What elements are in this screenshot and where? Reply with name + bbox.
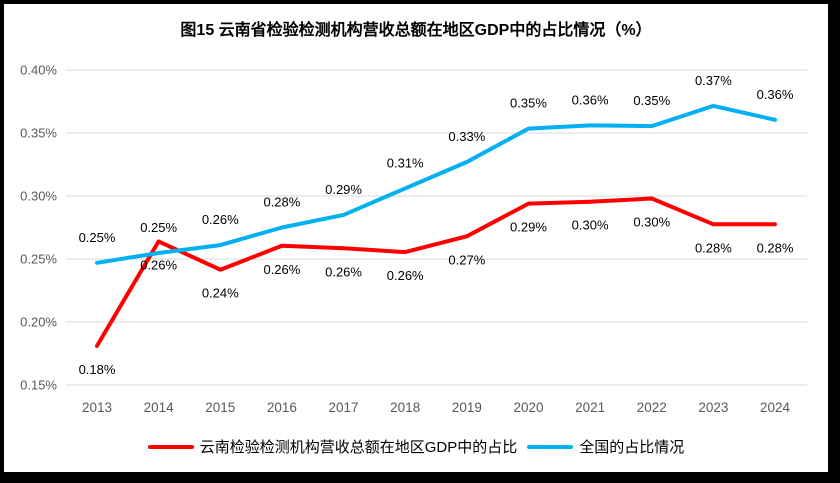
national-data-label: 0.33% [448,129,485,144]
x-axis-tick-label: 2023 [698,400,728,415]
legend-marker-yunnan-line [147,444,194,449]
yunnan-data-label: 0.18% [79,362,116,377]
x-axis-tick-label: 2018 [390,400,420,415]
x-axis-tick-label: 2013 [82,400,112,415]
national-data-label: 0.28% [263,195,300,210]
national-data-label: 0.29% [325,182,362,197]
yunnan-data-label: 0.27% [448,252,485,267]
national-data-label: 0.37% [695,73,732,88]
yunnan-data-label: 0.26% [263,262,300,277]
national-data-label: 0.35% [510,96,547,111]
national-data-label: 0.26% [202,212,239,227]
yunnan-series-line [95,196,777,348]
x-axis-tick-label: 2019 [452,400,482,415]
chart-legend: 云南检验检测机构营收总额在地区GDP中的占比 全国的占比情况 [4,436,828,457]
national-data-label: 0.25% [140,220,177,235]
x-axis-tick-label: 2022 [637,400,667,415]
national-data-label: 0.36% [757,87,794,102]
y-axis-tick-label: 0.35% [20,126,57,141]
x-axis-tick-label: 2020 [513,400,543,415]
y-axis-tick-label: 0.25% [20,252,57,267]
y-axis-tick-label: 0.15% [20,378,57,393]
yunnan-data-label: 0.28% [695,240,732,255]
yunnan-data-label: 0.24% [202,286,239,301]
chart-title: 图15 云南省检验检测机构营收总额在地区GDP中的占比情况（%） [180,22,652,39]
yunnan-data-label: 0.30% [633,215,670,230]
yunnan-data-label: 0.30% [572,218,609,233]
yunnan-data-label: 0.26% [387,268,424,283]
national-data-label: 0.36% [572,92,609,107]
line-chart-plot-area: 0.15% 0.20% 0.25% 0.30% 0.35% 0.40% 2013 2014 20… [20,63,807,415]
yunnan-data-label: 0.29% [510,220,547,235]
x-axis-tick-label: 2017 [329,400,359,415]
x-axis-tick-label: 2024 [760,400,791,415]
x-axis-tick-label: 2014 [144,400,175,415]
yunnan-data-label: 0.26% [140,257,177,272]
x-axis-tick-label: 2016 [267,400,297,415]
x-axis-tick-label: 2021 [575,400,605,415]
national-series-line [95,103,777,265]
y-axis-tick-label: 0.30% [20,189,57,204]
yunnan-data-label: 0.28% [757,240,794,255]
y-axis-tick-label: 0.20% [20,315,57,330]
legend-label-national: 全国的占比情况 [579,439,685,456]
x-axis-tick-label: 2015 [205,400,235,415]
legend-label-yunnan: 云南检验检测机构营收总额在地区GDP中的占比 [199,439,518,456]
y-axis-tick-label: 0.40% [20,63,57,78]
national-data-label: 0.35% [633,93,670,108]
national-data-label: 0.31% [387,155,424,170]
yunnan-data-label: 0.26% [325,264,362,279]
legend-marker-national-line [527,444,574,449]
national-data-label: 0.25% [79,230,116,245]
